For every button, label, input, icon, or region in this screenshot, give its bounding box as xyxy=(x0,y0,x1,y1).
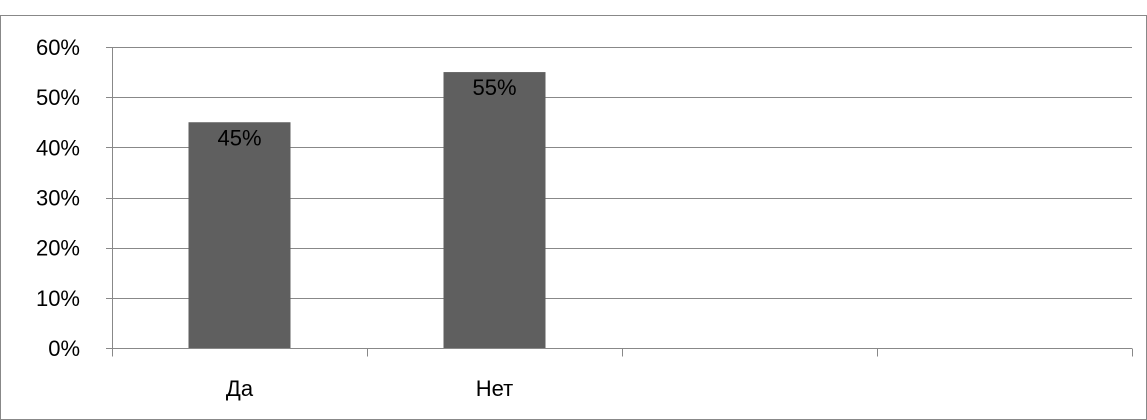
bars xyxy=(188,72,546,348)
labels: 0% 10% 20% 30% 40% 50% 60% 45% Да 55% Нет xyxy=(36,35,517,401)
y-tick-label: 40% xyxy=(36,135,80,160)
y-tick-label: 30% xyxy=(36,186,80,211)
x-tick-label: Да xyxy=(226,376,254,401)
data-label: 45% xyxy=(217,125,261,150)
y-tick-label: 60% xyxy=(36,35,80,60)
y-tick-label: 10% xyxy=(36,286,80,311)
bar-1 xyxy=(188,122,291,348)
bar-2 xyxy=(443,72,546,348)
y-tick-label: 0% xyxy=(48,336,80,361)
y-tick-label: 50% xyxy=(36,85,80,110)
x-tick-label: Нет xyxy=(476,376,513,401)
axes xyxy=(106,47,1133,357)
data-label: 55% xyxy=(472,75,516,100)
y-tick-label: 20% xyxy=(36,236,80,261)
chart-border xyxy=(0,15,1147,420)
